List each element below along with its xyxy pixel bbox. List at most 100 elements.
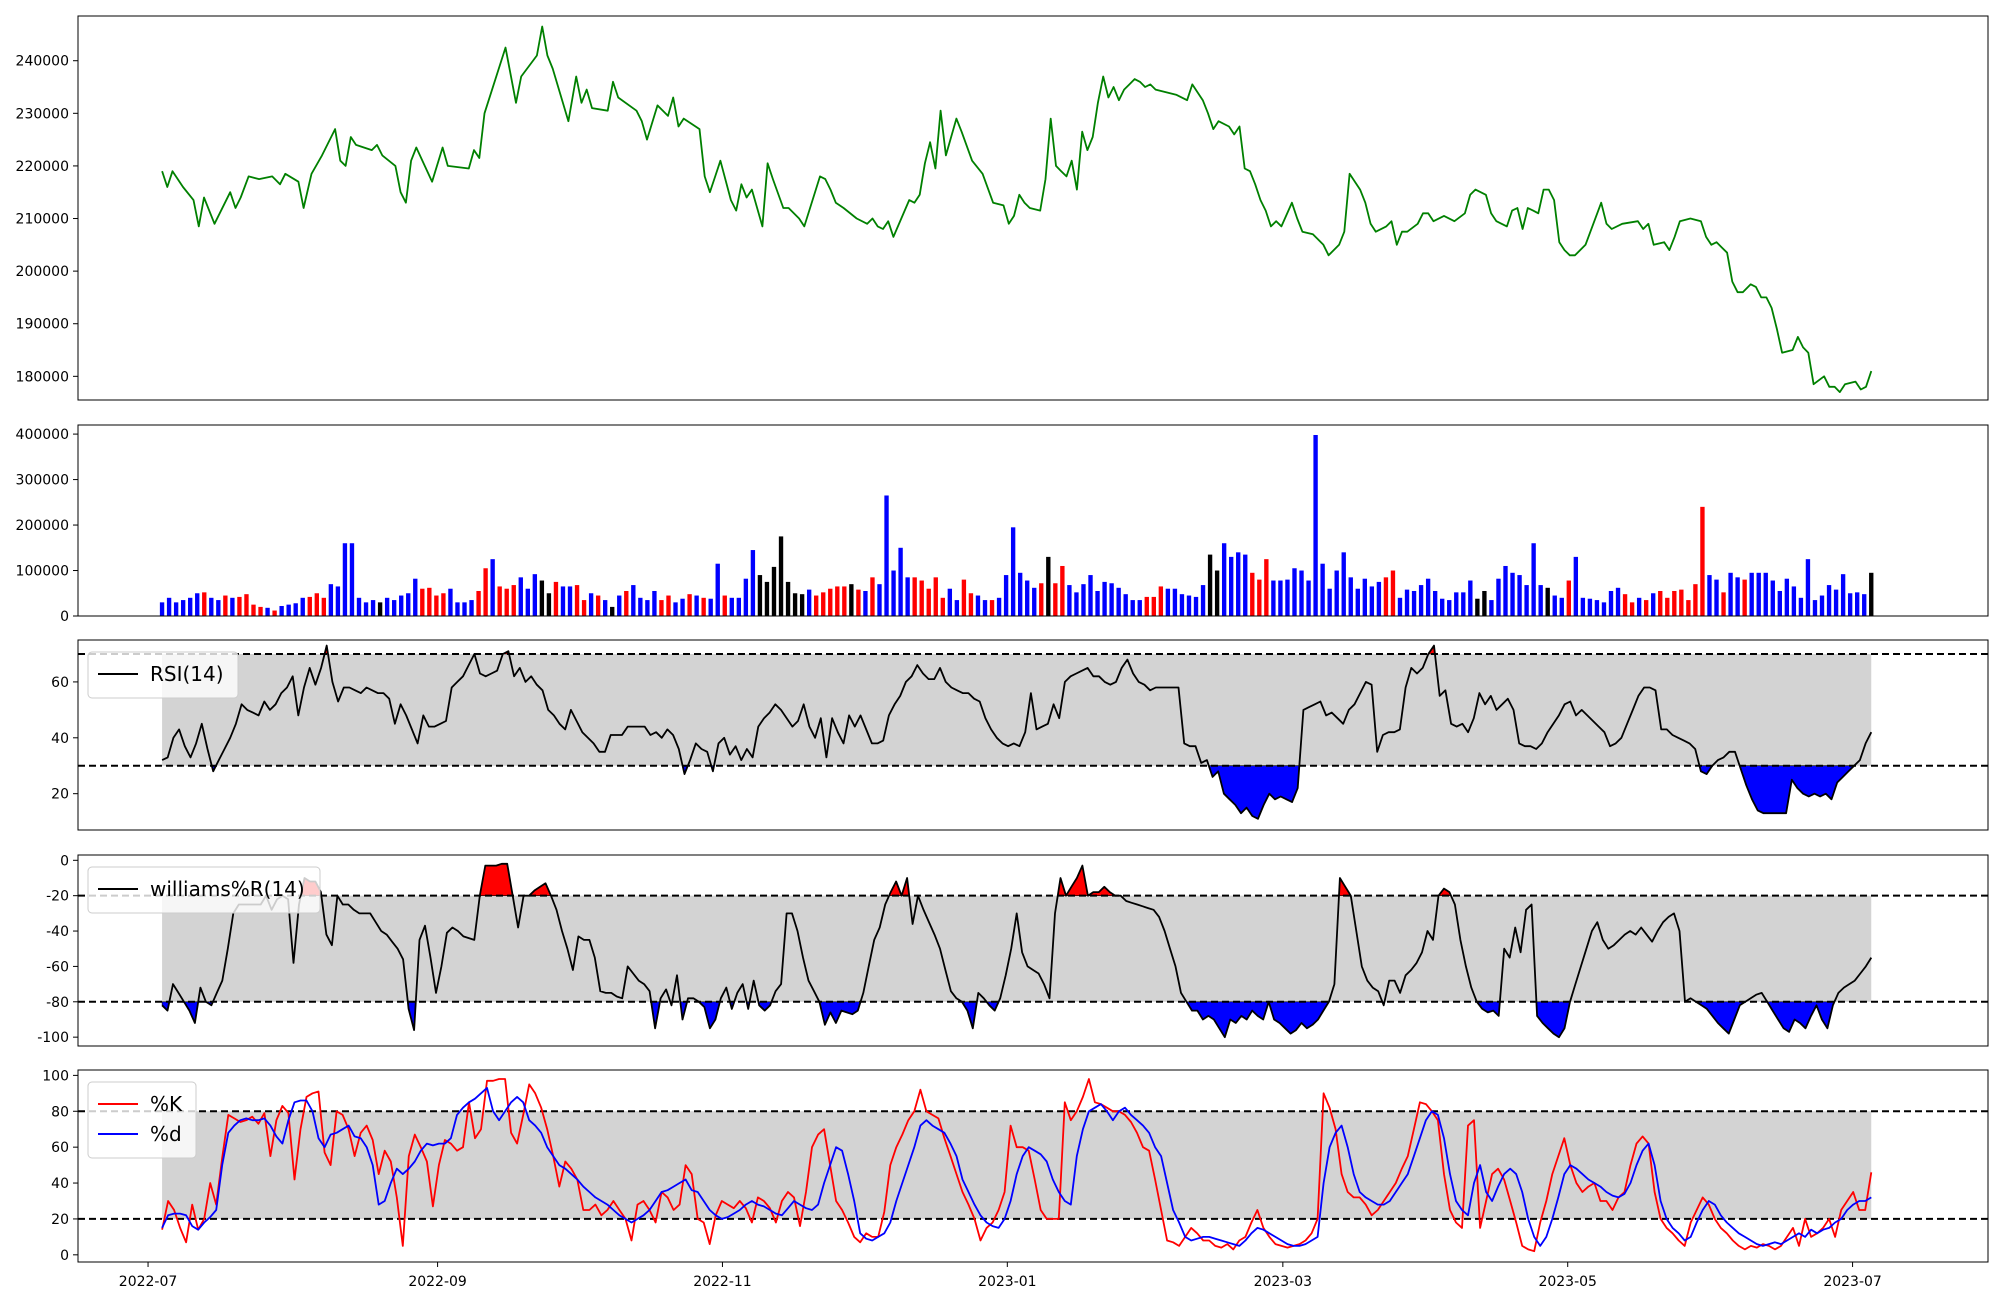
williams-ytick-label: -80 <box>46 995 69 1011</box>
volume-bar <box>1847 593 1853 616</box>
rsi-panel: 20 40 60 RSI(14) <box>51 639 1989 831</box>
volume-bar <box>1447 600 1452 616</box>
volume-bar <box>1397 597 1403 616</box>
volume-bar <box>1552 595 1557 616</box>
volume-bar <box>209 597 214 616</box>
williams-series-line-0 <box>161 862 1873 1039</box>
volume-bar <box>1046 556 1051 616</box>
volume-bar <box>926 588 931 616</box>
volume-bar <box>1158 586 1164 616</box>
volume-bar <box>1636 597 1642 616</box>
volume-bar <box>1306 580 1311 616</box>
volume-bar <box>631 585 636 616</box>
rsi-ytick-label: 20 <box>51 787 69 803</box>
volume-bar <box>617 595 622 616</box>
volume-bar <box>750 550 756 616</box>
volume-bar <box>1658 590 1663 616</box>
volume-bar <box>244 594 249 616</box>
volume-bar <box>814 595 819 616</box>
volume-bar <box>821 592 826 616</box>
price-ytick-label: 230000 <box>16 106 69 122</box>
volume-bar <box>624 590 629 616</box>
volume-bar <box>448 588 453 616</box>
volume-bar <box>715 563 720 616</box>
volume-bar <box>490 559 495 616</box>
volume-bar <box>1032 587 1037 616</box>
volume-bar <box>1756 572 1761 616</box>
volume-bar <box>1144 596 1149 616</box>
volume-bar <box>1573 556 1579 616</box>
volume-bar <box>884 495 889 616</box>
volume-bar <box>1010 527 1016 616</box>
volume-bar <box>1510 572 1515 616</box>
volume-bar <box>1376 581 1382 616</box>
volume-bar <box>1067 585 1072 616</box>
volume-bar <box>1320 563 1325 616</box>
volume-bar <box>1686 600 1691 616</box>
volume-bar <box>1003 575 1009 616</box>
x-tick-label: 2023-05 <box>1538 1274 1597 1290</box>
price-line <box>161 25 1873 393</box>
volume-bar <box>1580 597 1586 616</box>
volume-bar <box>1221 543 1227 616</box>
volume-bar <box>1742 579 1747 616</box>
volume-bar <box>1496 578 1501 616</box>
volume-bar <box>363 602 369 616</box>
volume-bar <box>708 598 713 616</box>
rsi-band <box>162 653 1872 766</box>
price-ytick-label: 200000 <box>16 264 69 280</box>
stochastic-band <box>162 1111 1872 1219</box>
volume-bar <box>1116 587 1121 616</box>
volume-bar <box>1130 600 1135 616</box>
volume-bar <box>968 593 974 616</box>
volume-bar <box>757 575 763 616</box>
volume-bar <box>1151 596 1156 616</box>
volume-bar <box>652 590 657 616</box>
volume-bar <box>356 597 362 616</box>
volume-bar <box>476 590 481 616</box>
volume-bar <box>1355 588 1360 616</box>
volume-bar <box>1798 597 1804 616</box>
volume-bar <box>1017 572 1023 616</box>
volume-ytick-label: 400000 <box>16 427 69 443</box>
volume-bar <box>595 595 601 616</box>
volume-bar <box>877 584 882 616</box>
volume-bar <box>1243 554 1248 616</box>
price-ytick-label: 190000 <box>16 317 69 333</box>
volume-bar <box>1784 578 1790 616</box>
volume-bar <box>223 595 228 616</box>
x-tick-label: 2022-07 <box>119 1274 178 1290</box>
volume-bar <box>1728 572 1733 616</box>
volume-bar <box>1074 592 1079 616</box>
volume-bar <box>1587 598 1593 616</box>
volume-bar <box>1039 583 1044 616</box>
volume-bar <box>912 577 917 616</box>
volume-bar <box>1524 585 1529 616</box>
volume-bar <box>1777 590 1782 616</box>
volume-bar <box>567 586 573 616</box>
volume-bar <box>1250 572 1255 616</box>
volume-bar <box>1721 592 1726 616</box>
volume-bar <box>687 594 692 616</box>
stochastic-ytick-label: 0 <box>60 1248 69 1264</box>
williams-ytick-label: -100 <box>37 1030 69 1046</box>
volume-bar <box>1665 597 1670 616</box>
volume-bar <box>736 597 742 616</box>
volume-bar <box>1025 580 1030 616</box>
volume-bar <box>603 600 608 616</box>
volume-bar <box>1257 579 1262 616</box>
volume-bar <box>300 597 305 616</box>
rsi-series-line-0 <box>161 644 1873 820</box>
volume-bar <box>265 607 270 616</box>
volume-bar <box>919 580 924 616</box>
volume-bar <box>1862 594 1867 616</box>
volume-bar <box>1700 506 1705 616</box>
volume-bar <box>891 570 896 616</box>
williams-ytick-label: -20 <box>46 889 69 905</box>
price-frame <box>77 15 1989 401</box>
volume-bar <box>856 589 861 616</box>
volume-bar <box>1179 594 1185 616</box>
volume-bar <box>1390 570 1396 616</box>
volume-bar <box>406 593 411 616</box>
